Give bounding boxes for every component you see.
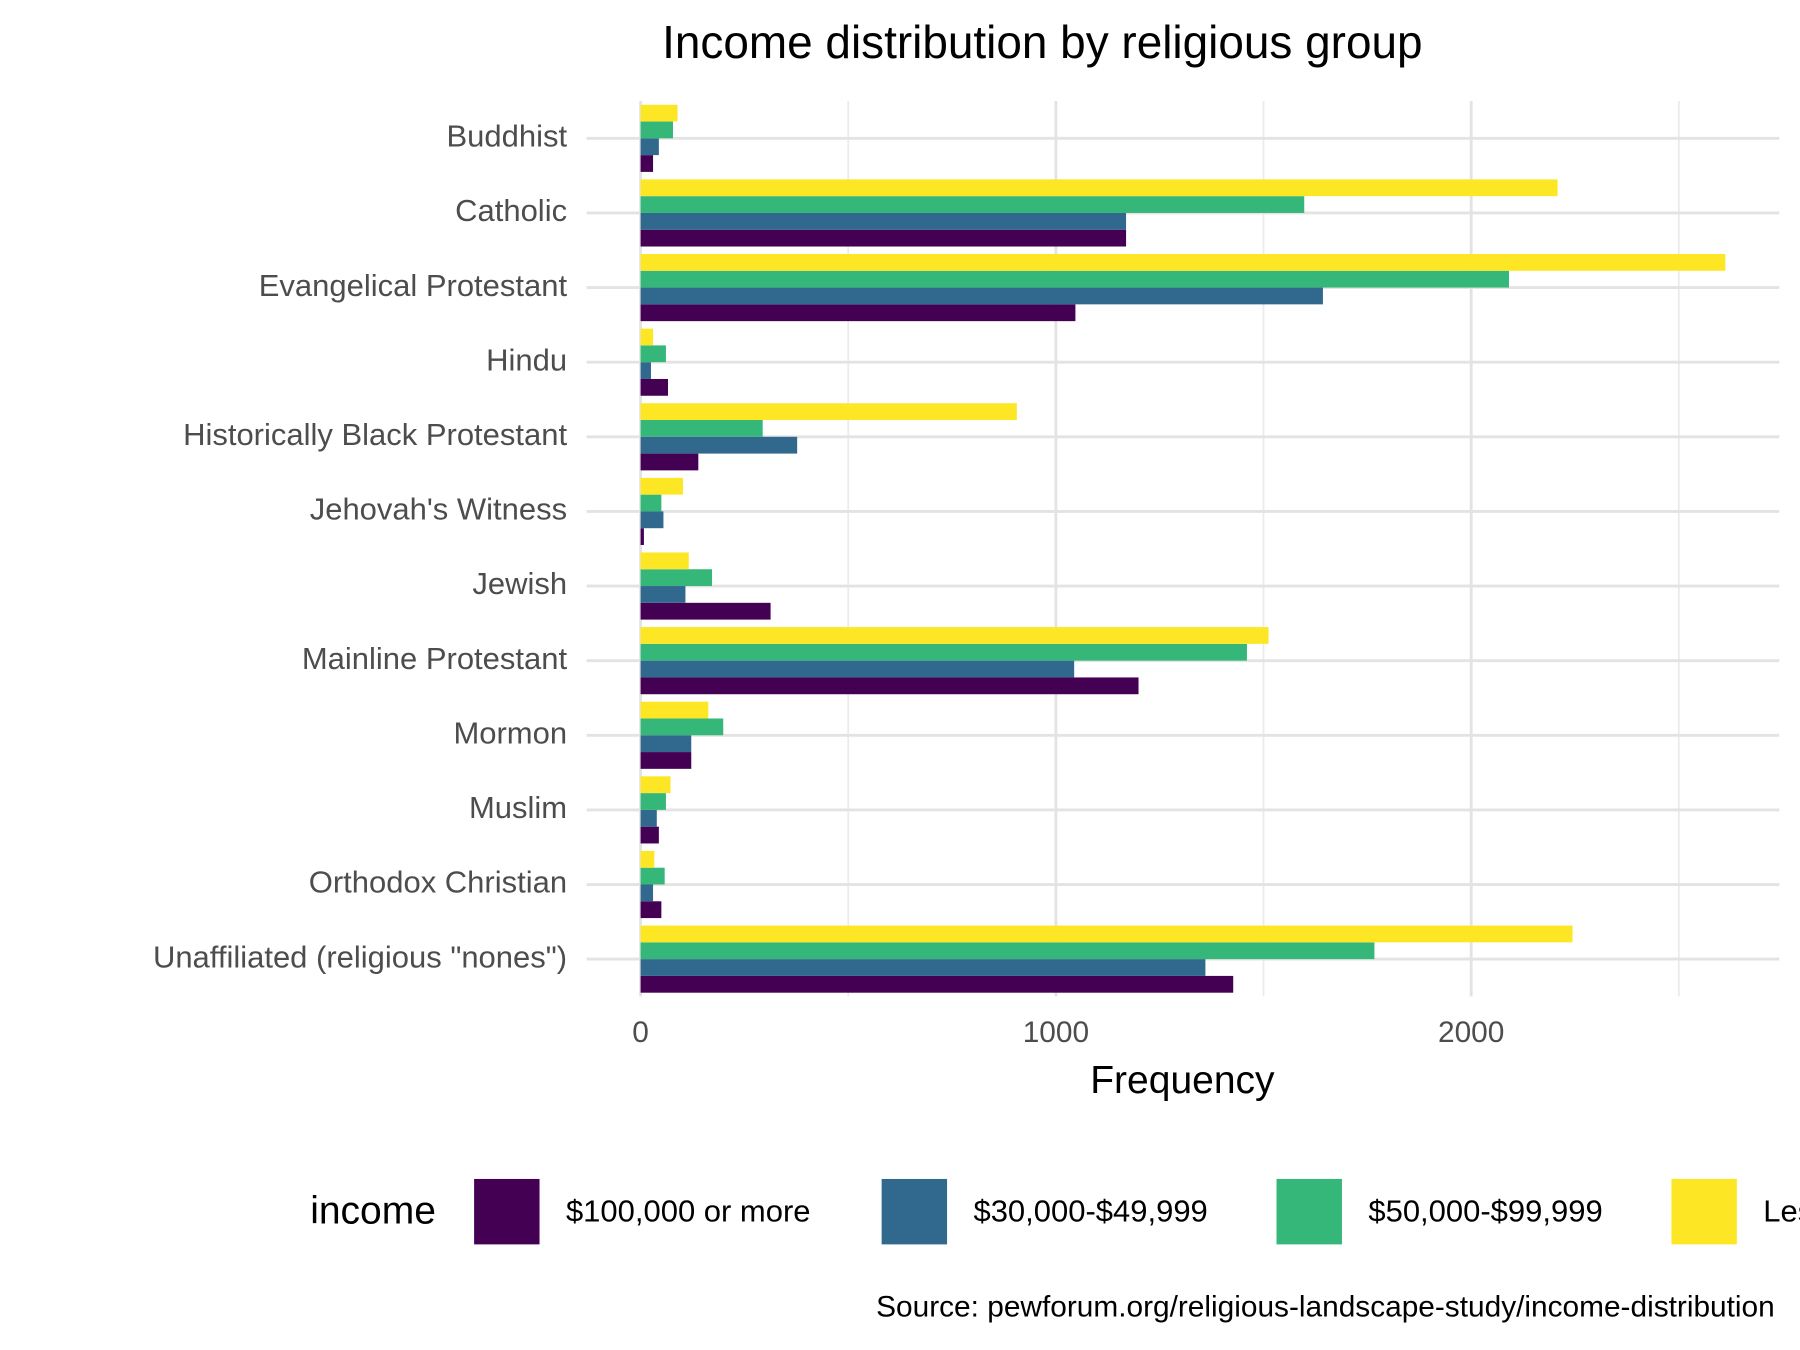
bar (640, 328, 654, 346)
legend-label: $100,000 or more (566, 1194, 811, 1229)
bar (640, 677, 1139, 695)
bar (640, 884, 654, 902)
bar (640, 959, 1206, 976)
bar (640, 229, 1127, 247)
bar (640, 528, 644, 545)
y-tick-label: Orthodox Christian (309, 865, 567, 900)
bar (640, 287, 1323, 305)
x-axis-title: Frequency (1090, 1059, 1275, 1102)
bar (640, 121, 673, 139)
y-tick-label: Mainline Protestant (302, 641, 568, 676)
legend-key (474, 1178, 540, 1245)
legend-label: $30,000-$49,999 (973, 1194, 1207, 1229)
bar (640, 477, 683, 495)
bar (640, 627, 1269, 644)
bar (640, 850, 655, 868)
bar (640, 586, 686, 603)
bar (640, 270, 1509, 288)
bar (640, 735, 692, 753)
bar (640, 942, 1375, 960)
bar (640, 403, 1017, 421)
bar (640, 975, 1234, 993)
bar (640, 701, 709, 719)
y-tick-label: Historically Black Protestant (183, 417, 567, 452)
x-tick-label: 2000 (1438, 1016, 1504, 1049)
bar (640, 345, 666, 363)
bar (640, 304, 1076, 322)
bar (640, 602, 771, 620)
x-tick-label: 0 (632, 1016, 649, 1049)
y-tick-label: Hindu (486, 342, 567, 377)
bar (640, 104, 678, 122)
bar (640, 494, 662, 512)
y-tick-label: Muslim (469, 790, 567, 825)
bar (640, 569, 713, 587)
bar (640, 552, 689, 570)
bar (640, 643, 1247, 661)
y-tick-label: Unaffiliated (religious "nones") (153, 939, 567, 974)
legend-key (881, 1178, 948, 1245)
y-tick-label: Catholic (455, 193, 567, 228)
bar (640, 362, 651, 379)
caption: Source: pewforum.org/religious-landscape… (876, 1291, 1775, 1324)
legend-label: $50,000-$99,999 (1368, 1194, 1602, 1229)
bar (640, 752, 692, 769)
y-tick-label: Evangelical Protestant (259, 268, 568, 303)
bar (640, 436, 798, 454)
bar (640, 196, 1305, 213)
y-tick-label: Mormon (453, 715, 567, 750)
y-tick-label: Buddhist (446, 119, 567, 154)
bar (640, 453, 699, 471)
bar (640, 867, 665, 885)
bar (640, 660, 1075, 678)
bar (640, 809, 657, 827)
x-tick-label: 1000 (1023, 1016, 1089, 1049)
bar (640, 378, 669, 396)
bar (640, 179, 1558, 197)
bar (640, 793, 666, 810)
bar (640, 776, 671, 794)
bar (640, 511, 664, 529)
legend-key (1276, 1178, 1342, 1245)
bar (640, 718, 724, 736)
legend-title: income (310, 1190, 436, 1233)
legend-label: Less than $30,000 (1763, 1194, 1800, 1229)
y-tick-label: Jewish (472, 566, 567, 601)
chart-title: Income distribution by religious group (662, 16, 1422, 68)
bar (640, 155, 654, 172)
y-tick-label: Jehovah's Witness (310, 492, 567, 527)
bar (640, 253, 1726, 271)
legend-key (1671, 1178, 1737, 1245)
bar (640, 138, 659, 156)
bar (640, 826, 659, 844)
bar (640, 925, 1573, 943)
bar (640, 901, 662, 919)
bar (640, 420, 763, 437)
bar (640, 212, 1127, 230)
